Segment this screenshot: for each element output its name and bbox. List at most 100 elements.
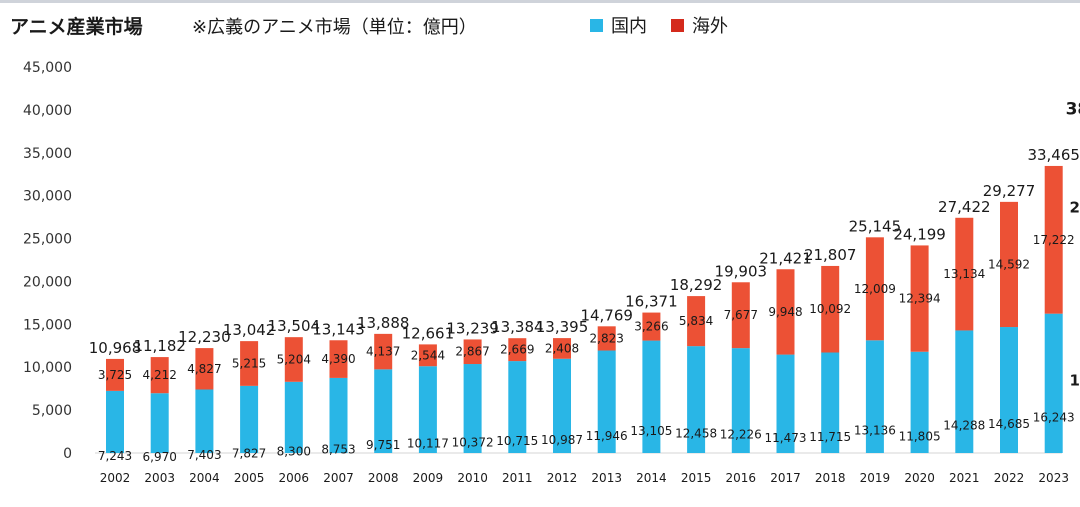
bar-overseas (195, 348, 214, 390)
data-label-total: 12,661 (402, 324, 455, 342)
x-tick-label: 2013 (591, 471, 622, 485)
data-label-domestic: 10,117 (407, 437, 449, 451)
bar-domestic (821, 352, 840, 453)
x-tick-label: 2014 (636, 471, 667, 485)
bar-domestic (910, 351, 929, 453)
legend: 国内 海外 (590, 12, 728, 38)
x-tick-label: 2004 (189, 471, 220, 485)
bar-domestic (150, 393, 169, 453)
data-label-total: 27,422 (938, 198, 991, 216)
bar-domestic (106, 390, 124, 453)
data-label-total: 24,199 (893, 225, 946, 243)
data-label-overseas: 2,823 (590, 331, 624, 345)
y-tick-label: 10,000 (23, 360, 72, 376)
data-label-domestic: 14,685 (988, 417, 1030, 431)
y-tick-label: 30,000 (23, 189, 72, 205)
bar-overseas (1000, 201, 1018, 328)
data-label-domestic: 13,105 (630, 424, 672, 438)
data-label-total: 13,239 (446, 319, 499, 337)
x-tick-label: 2017 (770, 471, 801, 485)
data-label-overseas: 7,677 (724, 308, 758, 322)
bar-domestic (240, 385, 259, 453)
data-label-overseas: 4,827 (187, 362, 221, 376)
data-label-overseas: 5,215 (232, 356, 266, 370)
x-tick-label: 2008 (368, 471, 399, 485)
data-label-total: 14,769 (580, 306, 633, 324)
data-label-domestic: 14,288 (943, 419, 985, 433)
data-label-domestic: 7,827 (232, 446, 266, 460)
bar-domestic (508, 361, 527, 453)
x-tick-label: 2016 (726, 471, 757, 485)
data-label-domestic: 10,372 (452, 436, 494, 450)
data-label-total: 13,042 (223, 321, 276, 339)
data-label-domestic: 12,226 (720, 428, 762, 442)
x-tick-label: 2009 (413, 471, 444, 485)
bar-domestic (1000, 327, 1018, 453)
data-label-overseas: 12,394 (899, 292, 941, 306)
data-label-overseas: 4,137 (366, 345, 400, 359)
data-label-domestic: 16,705 (1069, 371, 1080, 389)
data-label-total: 10,968 (89, 339, 142, 357)
data-label-overseas: 3,266 (634, 320, 668, 334)
bar-overseas (597, 326, 616, 351)
data-label-overseas: 2,867 (455, 345, 489, 359)
bar-overseas (910, 245, 929, 352)
data-label-domestic: 10,715 (496, 434, 538, 448)
bar-domestic (865, 340, 884, 453)
data-label-total: 13,384 (491, 318, 544, 336)
data-label-overseas: 14,592 (988, 257, 1030, 271)
x-tick-label: 2012 (547, 471, 578, 485)
data-label-total: 25,145 (849, 217, 902, 235)
y-tick-label: 15,000 (23, 317, 72, 333)
y-tick-label: 40,000 (23, 103, 72, 119)
bar-overseas (284, 337, 303, 382)
x-tick-label: 2018 (815, 471, 846, 485)
bar-domestic (955, 330, 974, 453)
data-label-total: 18,292 (670, 276, 723, 294)
x-tick-label: 2022 (994, 471, 1025, 485)
bar-overseas (821, 265, 840, 353)
bar-overseas (150, 357, 169, 394)
legend-item-overseas: 海外 (671, 12, 728, 38)
data-label-total: 11,182 (133, 337, 186, 355)
data-label-total: 38,407 (1066, 100, 1080, 120)
data-label-overseas: 5,204 (277, 352, 311, 366)
bar-overseas (240, 341, 259, 386)
x-tick-label: 2007 (323, 471, 354, 485)
bar-domestic (553, 358, 571, 453)
bar-domestic (195, 389, 214, 453)
data-label-overseas: 4,390 (321, 352, 355, 366)
bar-overseas (1044, 165, 1063, 314)
bar-domestic (284, 381, 303, 453)
legend-item-domestic: 国内 (590, 12, 647, 38)
legend-label-domestic: 国内 (611, 16, 647, 37)
bar-overseas (418, 344, 437, 367)
bar-domestic (642, 340, 661, 453)
data-label-domestic: 12,458 (675, 427, 717, 441)
data-label-total: 16,371 (625, 293, 678, 311)
bar-domestic (597, 350, 616, 453)
chart-subtitle: ※広義のアニメ市場（単位：億円） (192, 17, 477, 38)
data-label-domestic: 8,753 (321, 442, 355, 456)
y-tick-label: 25,000 (23, 232, 72, 248)
legend-swatch-overseas (671, 18, 684, 32)
data-label-domestic: 11,715 (809, 430, 851, 444)
bar-overseas (329, 340, 348, 378)
x-tick-label: 2011 (502, 471, 533, 485)
x-tick-label: 2023 (1038, 471, 1069, 485)
data-label-total: 21,421 (759, 249, 812, 267)
x-tick-label: 2019 (860, 471, 891, 485)
bar-domestic (418, 366, 437, 453)
bar-domestic (687, 346, 706, 453)
bar-overseas (955, 217, 974, 331)
data-label-overseas: 17,222 (1033, 233, 1075, 247)
data-label-domestic: 11,473 (765, 431, 807, 445)
data-label-overseas: 4,212 (143, 368, 177, 382)
data-label-domestic: 11,946 (586, 429, 628, 443)
y-tick-label: 45,000 (23, 60, 72, 76)
data-label-domestic: 6,970 (143, 450, 177, 464)
data-label-total: 13,143 (312, 320, 365, 338)
data-label-overseas: 2,669 (500, 343, 534, 357)
data-label-total: 12,230 (178, 328, 231, 346)
y-tick-label: 0 (63, 446, 72, 462)
